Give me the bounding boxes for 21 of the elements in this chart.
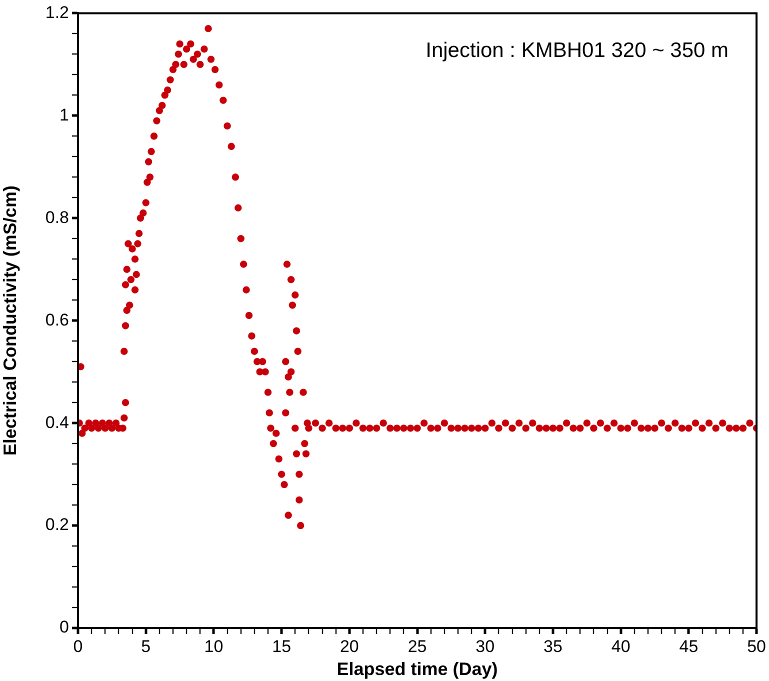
x-tick-label: 45 — [679, 636, 698, 656]
x-tick-label: 30 — [476, 636, 495, 656]
x-tick-label: 0 — [73, 636, 83, 656]
y-tick-label: 0.8 — [45, 208, 69, 227]
x-tick-label: 40 — [611, 636, 630, 656]
x-tick-label: 35 — [544, 636, 562, 656]
annotation: Injection : KMBH01 320 ~ 350 m — [426, 38, 729, 62]
y-tick-label: 1.2 — [45, 2, 69, 22]
y-tick-label: 0.4 — [45, 412, 69, 432]
x-tick-label: 5 — [141, 636, 151, 656]
x-tick-label: 25 — [408, 636, 427, 656]
x-tick-label: 15 — [272, 636, 292, 656]
y-axis-title: Electrical Conductivity (mS/cm) — [0, 186, 20, 456]
x-tick-label: 50 — [747, 636, 766, 656]
y-tick-label: 0 — [60, 618, 69, 637]
x-axis-title: Elapsed time (Day) — [336, 659, 498, 680]
x-tick-label: 20 — [340, 636, 359, 656]
y-tick-label: 0.6 — [45, 310, 69, 330]
y-tick-label: 1 — [60, 105, 69, 124]
y-tick-label: 0.2 — [45, 515, 69, 534]
x-tick-label: 10 — [204, 636, 224, 656]
